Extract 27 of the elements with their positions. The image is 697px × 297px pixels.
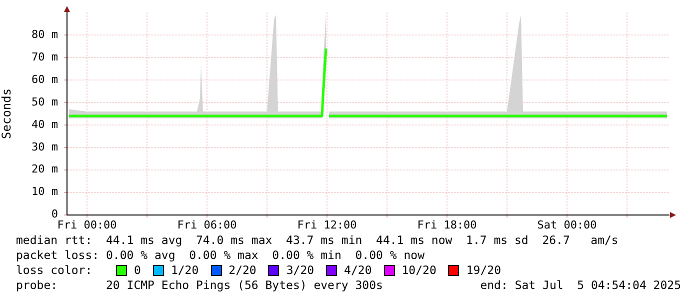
text: packet loss: 0.00 % avg 0.00 % max 0.00 % min 0.00 % now [16,248,426,263]
legend-label: 3/20 [286,263,314,278]
legend-title: loss color: [16,263,94,278]
x-tick-label: Fri 18:00 [417,218,477,232]
y-axis-title: Seconds [0,88,14,139]
legend-label: 4/20 [344,263,372,278]
legend-label: 0 [134,263,141,278]
legend-label: 19/20 [466,263,501,278]
y-tick-label: 30 m [32,140,58,154]
y-tick-label: 10 m [32,185,58,198]
y-tick-label: 80 m [32,28,58,41]
text: probe: 20 ICMP Echo Pings (56 Bytes) every 300s [16,278,383,293]
x-tick-label: Fri 00:00 [57,218,117,232]
y-tick-label: 0 [51,208,58,221]
y-tick-label: 50 m [32,95,58,108]
x-tick-label: Sat 00:00 [537,218,597,232]
y-tick-label: 40 m [32,118,58,131]
y-tick-label: 70 m [32,50,58,64]
x-tick-label: Fri 06:00 [177,218,237,232]
legend-label: 10/20 [402,263,436,278]
legend-label: 2/20 [228,263,256,278]
x-tick-label: Fri 12:00 [297,218,357,232]
text: median rtt: 44.1 ms avg 74.0 ms max 43.7 ms min 44.1 ms now 1.7 ms sd 26.7 am/s [16,233,620,248]
text: end: Sat Jul 5 04:54:04 2025 [480,278,681,293]
y-tick-label: 20 m [32,162,58,176]
y-tick-label: 60 m [32,72,58,86]
legend-label: 1/20 [170,263,199,278]
